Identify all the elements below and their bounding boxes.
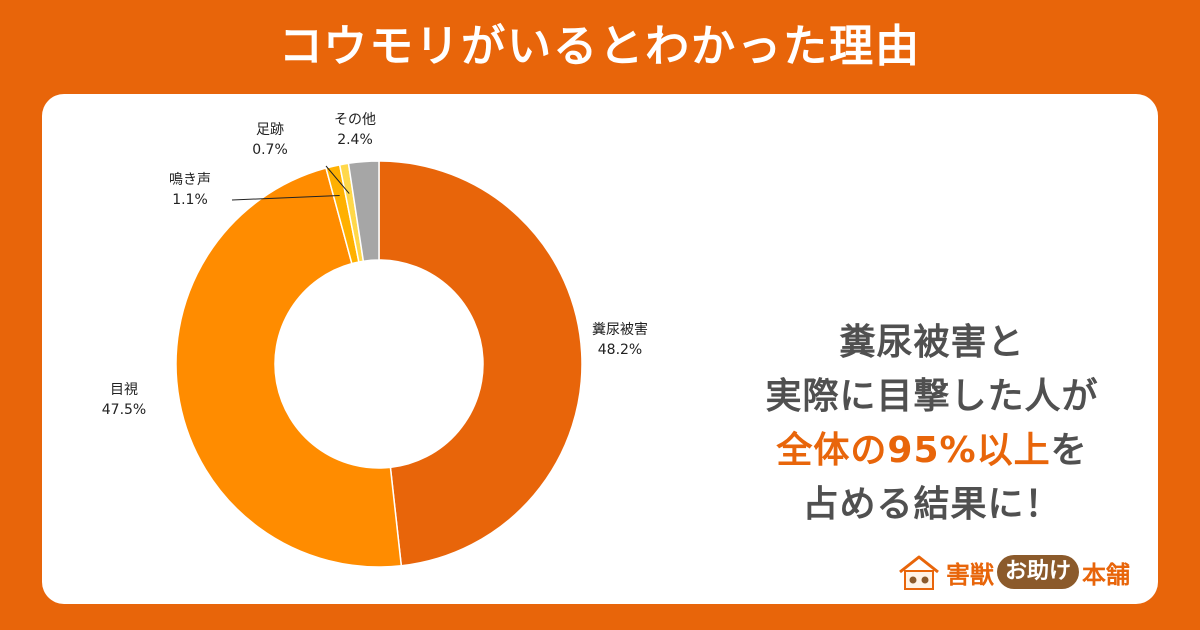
headline-line-4: 占める結果に！ bbox=[802, 484, 1062, 525]
donut-chart: 糞尿被害 48.2% 目視 47.5% 鳴き声 1.1% 足跡 0.7% その他 2.4% bbox=[102, 112, 648, 568]
slice-label-2: 目視 bbox=[110, 382, 138, 398]
slice-value-4: 0.7% bbox=[252, 142, 288, 158]
headline-highlight: 全体の95%以上 bbox=[776, 430, 1051, 471]
brand-name-part-2: お助け bbox=[997, 555, 1080, 589]
donut-slice-1 bbox=[378, 160, 583, 567]
donut-slice-5 bbox=[347, 160, 380, 263]
page-title: コウモリがいるとわかった理由 bbox=[278, 21, 922, 72]
slice-label-5: その他 bbox=[334, 112, 376, 128]
headline-line-3-rest: を bbox=[1050, 430, 1088, 471]
headline: 糞尿被害と 実際に目撃した人が 全体の95%以上を 占める結果に！ bbox=[722, 316, 1142, 532]
slice-value-2: 47.5% bbox=[102, 402, 146, 418]
slice-value-5: 2.4% bbox=[337, 132, 373, 148]
slice-label-1: 糞尿被害 bbox=[592, 322, 648, 338]
leader-line-4 bbox=[325, 165, 350, 194]
house-logo-icon bbox=[899, 555, 939, 590]
slice-label-4: 足跡 bbox=[256, 122, 284, 138]
slice-label-3: 鳴き声 bbox=[169, 172, 211, 188]
brand-name-part-1: 害獣 bbox=[946, 560, 994, 589]
donut-slice-2 bbox=[175, 167, 403, 568]
headline-line-2: 実際に目撃した人が bbox=[765, 376, 1099, 417]
content-card: 糞尿被害 48.2% 目視 47.5% 鳴き声 1.1% 足跡 0.7% その他 2.4% 糞尿被… bbox=[42, 94, 1158, 604]
leader-line-3 bbox=[231, 195, 340, 201]
brand-name-part-3: 本舗 bbox=[1082, 560, 1131, 589]
brand-logo: 害獣 お助け 本舗 bbox=[896, 552, 1130, 592]
slice-value-1: 48.2% bbox=[598, 342, 642, 358]
slice-value-3: 1.1% bbox=[172, 192, 208, 208]
headline-line-3: 全体の95%以上を bbox=[722, 424, 1142, 478]
headline-line-1: 糞尿被害と bbox=[839, 322, 1025, 363]
